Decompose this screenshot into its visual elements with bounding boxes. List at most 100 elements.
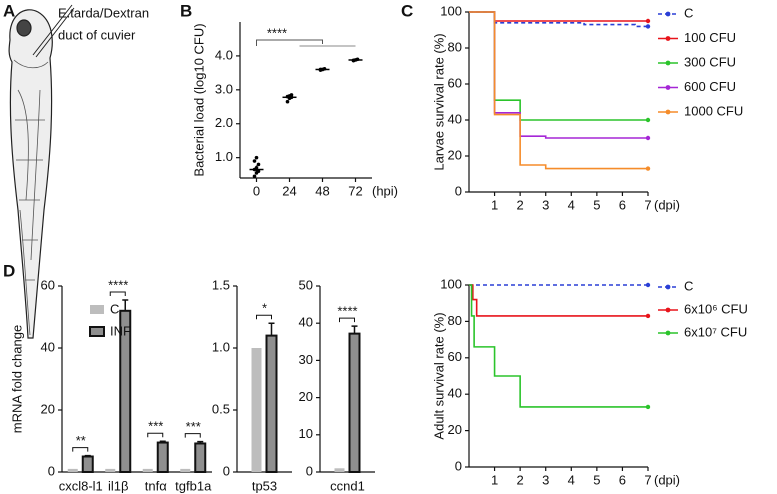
panel-label: D — [3, 261, 15, 280]
legend-label: 100 CFU — [684, 30, 736, 45]
bar — [156, 441, 169, 473]
x-tick-label: 7 — [644, 472, 651, 487]
x-tick-label: 6 — [619, 472, 626, 487]
y-tick-label: 40 — [299, 315, 313, 330]
legend-marker — [665, 85, 671, 90]
y-tick-label: 0 — [223, 463, 230, 478]
legend-marker — [665, 330, 671, 336]
panel-label: C — [401, 1, 413, 20]
y-tick-label: 0 — [48, 463, 55, 478]
panel-label: B — [180, 1, 192, 20]
legend-label: INF — [110, 323, 131, 338]
end-marker — [645, 282, 651, 288]
end-marker — [645, 18, 651, 24]
error-bar — [351, 325, 358, 334]
y-tick-label: 1.0 — [215, 149, 233, 164]
legend-label: 300 CFU — [684, 54, 736, 69]
x-unit-label: (dpi) — [654, 472, 680, 487]
y-tick-label: 2.0 — [215, 115, 233, 130]
y-axis-label: Adult survival rate (%) — [431, 312, 446, 439]
x-tick-label: 5 — [593, 472, 600, 487]
survival-line — [469, 284, 648, 408]
bar — [105, 468, 116, 472]
legend-marker — [665, 284, 671, 290]
x-tick-label: 0 — [253, 183, 260, 198]
panel-label: A — [3, 1, 15, 20]
x-tick-label: 7 — [644, 197, 651, 212]
x-tick-label: tgfb1a — [175, 478, 212, 493]
y-tick-label: 30 — [299, 352, 313, 367]
bar — [180, 468, 191, 472]
data-point — [256, 169, 261, 174]
y-tick-label: 20 — [448, 422, 462, 437]
y-tick-label: 100 — [440, 3, 462, 18]
x-tick-label: cxcl8-l1 — [59, 478, 103, 493]
x-tick-label: 1 — [491, 472, 498, 487]
y-tick-label: 0 — [455, 183, 462, 198]
illustration-label: duct of cuvier — [58, 27, 136, 42]
legend-label: 600 CFU — [684, 79, 736, 94]
error-bar — [197, 440, 204, 444]
end-marker — [645, 135, 651, 141]
y-tick-label: 80 — [448, 39, 462, 54]
y-tick-label: 40 — [41, 339, 55, 354]
y-tick-label: 20 — [299, 389, 313, 404]
significance-label: **** — [108, 277, 128, 292]
legend-swatch — [89, 326, 105, 337]
x-tick-label: tp53 — [252, 478, 277, 493]
legend-marker — [665, 109, 671, 115]
data-point — [285, 99, 290, 104]
bar — [142, 468, 153, 472]
y-axis-label: Larvae survival rate (%) — [431, 33, 446, 170]
x-tick-label: 6 — [619, 197, 626, 212]
x-tick-label: 48 — [315, 183, 329, 198]
illustration-label: E.tarda/Dextran — [58, 5, 149, 20]
bar — [348, 332, 361, 473]
significance-label: * — [262, 301, 267, 316]
bar — [194, 442, 207, 474]
data-point — [256, 162, 261, 167]
legend-marker — [665, 307, 671, 313]
x-tick-label: 2 — [517, 197, 524, 212]
y-axis-label: Bacterial load (log10 CFU) — [191, 23, 206, 176]
x-tick-label: 4 — [568, 472, 575, 487]
x-tick-label: tnfα — [145, 478, 167, 493]
data-point — [252, 174, 257, 179]
legend-label: 1000 CFU — [684, 103, 743, 118]
x-unit-label: (dpi) — [654, 197, 680, 212]
legend-label: C — [110, 301, 119, 316]
legend-label: 6x10⁷ CFU — [684, 324, 747, 339]
significance-bracket — [339, 317, 355, 323]
y-tick-label: 0 — [455, 458, 462, 473]
error-bar — [122, 299, 129, 311]
y-tick-label: 40 — [448, 386, 462, 401]
y-tick-label: 1.0 — [212, 339, 230, 354]
x-tick-label: 3 — [542, 197, 549, 212]
y-tick-label: 50 — [299, 277, 313, 292]
y-tick-label: 100 — [440, 276, 462, 291]
end-marker — [645, 313, 651, 319]
y-tick-label: 0 — [306, 463, 313, 478]
significance-label: *** — [186, 419, 201, 434]
legend-swatch — [90, 305, 104, 314]
y-tick-label: 0.5 — [212, 401, 230, 416]
zebrafish-illustration — [8, 4, 75, 339]
legend-marker — [665, 60, 671, 66]
legend-label: C — [684, 5, 693, 20]
y-tick-label: 60 — [448, 75, 462, 90]
significance-bracket — [72, 447, 89, 452]
x-tick-label: ccnd1 — [330, 478, 365, 493]
significance-label: **** — [337, 304, 357, 319]
end-marker — [645, 404, 651, 410]
significance-bracket — [256, 39, 323, 46]
y-tick-label: 80 — [448, 313, 462, 328]
error-bar — [159, 440, 166, 443]
x-tick-label: 3 — [542, 472, 549, 487]
data-point — [289, 93, 294, 97]
legend-label: 6x10⁶ CFU — [684, 301, 748, 316]
y-axis-label: mRNA fold change — [9, 325, 24, 433]
y-tick-label: 60 — [41, 277, 55, 292]
significance-bracket — [256, 314, 272, 320]
bar — [81, 455, 94, 473]
